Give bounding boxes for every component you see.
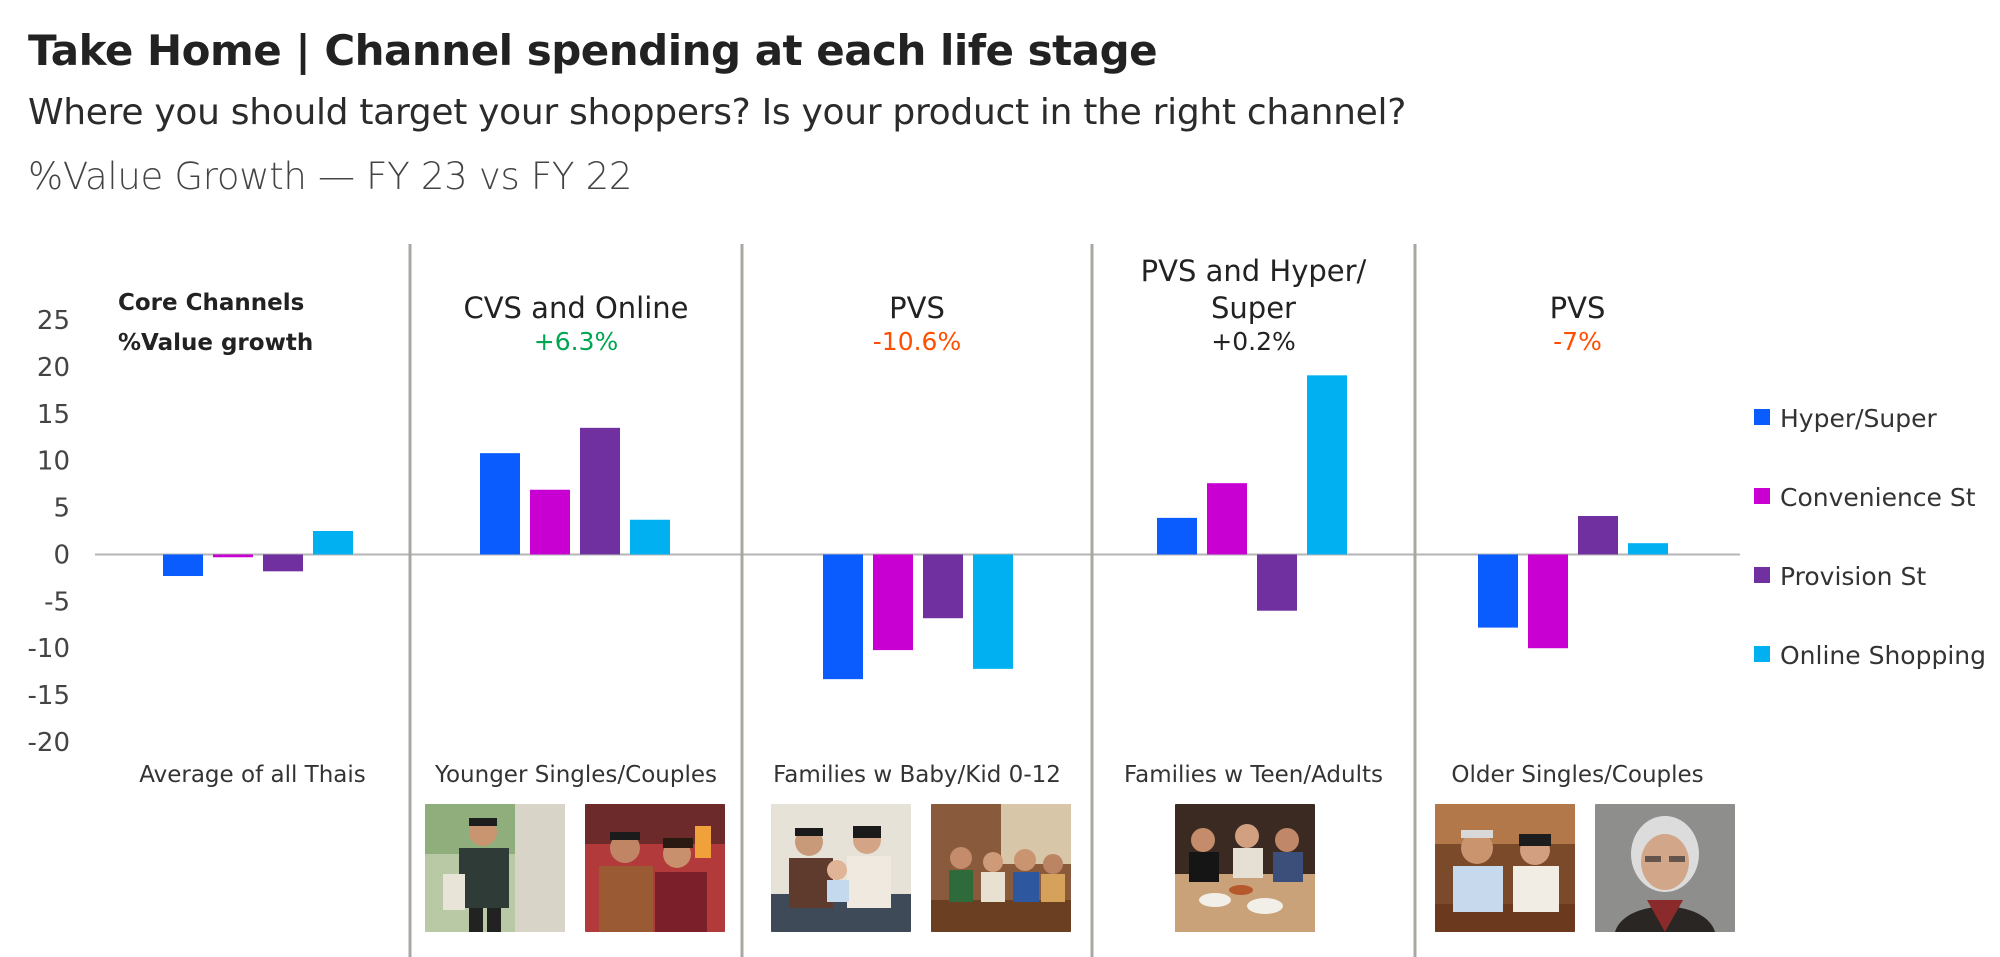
value-growth-label: %Value growth bbox=[118, 330, 313, 356]
y-tick-label: 5 bbox=[53, 494, 70, 524]
legend-swatch bbox=[1754, 409, 1770, 425]
core-channels-label: Core Channels bbox=[118, 290, 304, 316]
group-header-title: CVS and Online bbox=[463, 291, 688, 325]
group-header-value: -10.6% bbox=[873, 327, 961, 356]
bar-online-shopping bbox=[630, 519, 670, 555]
photo-family-at-table-icon bbox=[931, 804, 1071, 932]
y-tick-label: 15 bbox=[37, 400, 70, 430]
category-label: Older Singles/Couples bbox=[1451, 762, 1703, 788]
metric-label: %Value Growth — FY 23 vs FY 22 bbox=[28, 155, 633, 198]
page-title: Take Home | Channel spending at each lif… bbox=[28, 26, 1158, 75]
bar-hyper-super bbox=[163, 554, 203, 577]
category-label: Families w Baby/Kid 0-12 bbox=[773, 762, 1061, 788]
group-header-title: PVS bbox=[1550, 291, 1606, 325]
y-tick-label: -5 bbox=[44, 587, 70, 617]
legend-swatch bbox=[1754, 646, 1770, 662]
y-tick-label: 20 bbox=[37, 353, 70, 383]
bar-hyper-super bbox=[823, 554, 863, 680]
y-tick-label: -10 bbox=[28, 634, 70, 664]
bar-online-shopping bbox=[1307, 375, 1347, 555]
group-header-value: +6.3% bbox=[534, 327, 618, 356]
bar-convenience-st bbox=[1528, 554, 1568, 649]
photo-family-dinner-icon bbox=[1175, 804, 1315, 932]
bar-online-shopping bbox=[1628, 543, 1668, 555]
bar-online-shopping bbox=[313, 531, 353, 555]
legend-swatch bbox=[1754, 567, 1770, 583]
category-label: Families w Teen/Adults bbox=[1124, 762, 1383, 788]
group-header-value: -7% bbox=[1553, 327, 1602, 356]
legend-label: Convenience St bbox=[1780, 483, 1976, 512]
legend-swatch bbox=[1754, 488, 1770, 504]
bar-convenience-st bbox=[530, 489, 570, 555]
legend-label: Provision St bbox=[1780, 562, 1926, 591]
photo-young-couple-selfie-icon bbox=[585, 804, 725, 932]
legend-label: Online Shopping bbox=[1780, 641, 1986, 670]
group-header-value: +0.2% bbox=[1211, 327, 1295, 356]
bar-convenience-st bbox=[873, 554, 913, 651]
bar-convenience-st bbox=[213, 554, 253, 558]
group-header-title: Super bbox=[1211, 291, 1296, 325]
category-label: Younger Singles/Couples bbox=[434, 762, 717, 788]
bar-provision-st bbox=[1257, 554, 1297, 611]
bar-online-shopping bbox=[973, 554, 1013, 669]
y-tick-label: 25 bbox=[37, 306, 70, 336]
bar-convenience-st bbox=[1207, 483, 1247, 555]
photo-older-woman-icon bbox=[1595, 804, 1735, 932]
group-header-title: PVS bbox=[889, 291, 945, 325]
legend-label: Hyper/Super bbox=[1780, 404, 1938, 433]
bar-hyper-super bbox=[1478, 554, 1518, 628]
y-tick-label: -20 bbox=[28, 728, 70, 758]
y-tick-label: -15 bbox=[28, 681, 70, 711]
photo-young-man-phone-icon bbox=[425, 804, 565, 932]
bar-provision-st bbox=[923, 554, 963, 619]
bar-hyper-super bbox=[1157, 517, 1197, 555]
bar-hyper-super bbox=[480, 453, 520, 555]
y-tick-label: 0 bbox=[53, 540, 70, 570]
bar-provision-st bbox=[1578, 515, 1618, 555]
photo-older-couple-icon bbox=[1435, 804, 1575, 932]
bar-provision-st bbox=[263, 554, 303, 572]
page-subtitle: Where you should target your shoppers? I… bbox=[28, 92, 1407, 133]
bar-provision-st bbox=[580, 427, 620, 555]
y-tick-label: 10 bbox=[37, 447, 70, 477]
category-label: Average of all Thais bbox=[139, 762, 366, 788]
group-header-title: PVS and Hyper/ bbox=[1141, 254, 1367, 288]
photo-family-with-baby-icon bbox=[771, 804, 911, 932]
